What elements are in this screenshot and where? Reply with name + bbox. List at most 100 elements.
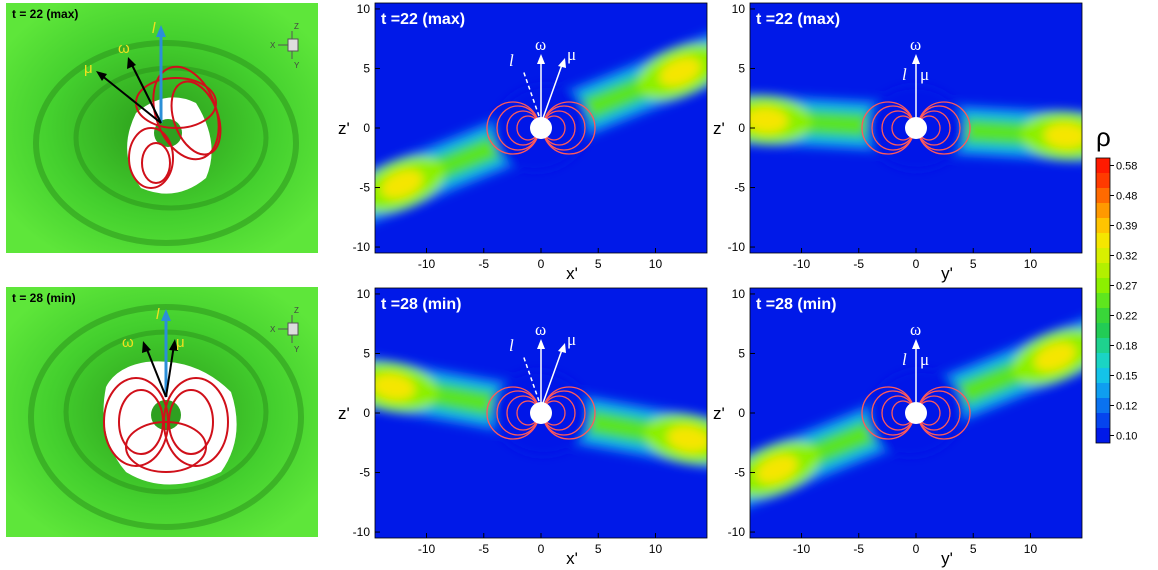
star [530,402,552,424]
y-tick-label: 5 [738,61,745,75]
axis-triad-icon: Z X Y [270,306,300,354]
density-panel-xz-t22: l ω μ t =22 (max) -10 -5 0 5 10 10 5 0 -5 -10 x' z' [338,2,708,283]
vectors: lωμ [509,35,576,119]
x-tick-label: 0 [913,257,920,271]
y-tick-label: 10 [357,287,371,301]
mu-vector-label: μ [176,334,185,351]
omega-arrowhead [912,339,920,349]
x-tick-label: -10 [793,257,811,271]
colorbar-segment [1096,368,1110,383]
omega-vector-label: ω [118,40,130,57]
colorbar-segment [1096,218,1110,233]
colorbar-tick-label: 0.32 [1116,251,1137,263]
colorbar-segment [1096,413,1110,428]
colorbar-tick-label: 0.48 [1116,191,1137,203]
vectors: lωμ [902,320,929,403]
mu-vector-label: μ [84,60,93,77]
x-tick-label: -10 [793,542,811,556]
x-tick-label: -10 [418,257,436,271]
panel-3d-bottom: l ω μ Z X Y t = 28 (min) [6,287,318,537]
density-panel-yz-t28: lωμ t =28 (min) -10 -5 0 5 10 10 5 0 -5 -10 y' z' [713,287,1083,568]
y-axis-label: z' [338,404,350,423]
density-panel-yz-t22: lωμ t =22 (max) -10 -5 0 5 10 10 5 0 -5 -10 y' z' [713,2,1083,283]
colorbar-segment [1096,203,1110,218]
star [530,117,552,139]
mu-vector [542,61,564,119]
colorbar-tick-label: 0.15 [1116,371,1137,383]
panel-3d-top: l ω μ Z X Y t = 22 (max) [6,3,318,253]
vectors: lωμ [509,320,576,404]
mu-vector-label: μ [920,350,929,369]
colorbar-tick-label: 0.22 [1116,311,1137,323]
axis-y-letter: Y [294,61,300,70]
colorbar-segment [1096,173,1110,188]
star [905,402,927,424]
l-vector-label: l [902,65,907,84]
y-axis-label: z' [338,119,350,138]
l-vector-label: l [156,306,160,323]
colorbar-tick-label: 0.39 [1116,221,1137,233]
y-tick-label: 0 [363,121,370,135]
x-tick-label: 0 [538,542,545,556]
y-tick-label: 0 [738,406,745,420]
y-tick-label: 10 [732,2,746,16]
y-tick-label: 0 [738,121,745,135]
x-tick-label: -5 [478,542,489,556]
panel-title: t =22 (max) [381,11,465,28]
l-vector-label: l [902,350,907,369]
panel-title: t =28 (min) [381,296,461,313]
axis-x-letter: X [270,325,276,334]
mu-vector-label: μ [920,65,929,84]
x-tick-label: 10 [649,542,663,556]
y-tick-label: -5 [359,181,370,195]
x-tick-label: -5 [478,257,489,271]
x-tick-label: 0 [913,542,920,556]
colorbar-segment [1096,263,1110,278]
panel-3d-title: t = 28 (min) [12,291,76,305]
colorbar-tick-label: 0.27 [1116,281,1137,293]
y-tick-label: -10 [728,240,746,254]
omega-vector-label: ω [122,334,134,351]
colorbar-segment [1096,398,1110,413]
omega-vector-label: ω [535,35,546,54]
colorbar-segment [1096,428,1110,443]
colorbar-frame [1095,157,1111,444]
y-tick-label: 5 [363,346,370,360]
colorbar-tick-label: 0.12 [1116,401,1137,413]
colorbar-tick-label: 0.58 [1116,161,1137,173]
mu-vector-label: μ [567,45,576,64]
x-tick-label: 10 [1024,542,1038,556]
axis-triad-icon: Z X Y [270,22,300,70]
colorbar: ρ 0.58 0.48 0.39 0.32 0.27 0.22 0.18 0.15 0.12 0.… [1095,122,1137,444]
axis-z-letter: Z [294,306,299,315]
x-axis-label: x' [566,549,578,568]
colorbar-segment [1096,248,1110,263]
colorbar-tick-label: 0.10 [1116,431,1137,443]
x-tick-label: -5 [853,257,864,271]
mu-arrowhead [558,343,566,353]
mu-vector-label: μ [567,330,576,349]
colorbar-label: ρ [1096,122,1111,152]
colorbar-segment [1096,233,1110,248]
axis-x-letter: X [270,41,276,50]
x-axis-label: x' [566,264,578,283]
star [905,117,927,139]
axis-z-letter: Z [294,22,299,31]
x-tick-label: 5 [970,257,977,271]
vectors: lωμ [902,35,929,118]
axis-y-letter: Y [294,345,300,354]
x-tick-label: 5 [595,257,602,271]
y-tick-label: -10 [728,525,746,539]
panel-3d-title: t = 22 (max) [12,7,79,21]
y-tick-label: -5 [734,466,745,480]
x-axis-label: y' [941,264,953,283]
colorbar-segment [1096,353,1110,368]
mu-vector [542,346,564,404]
omega-arrowhead [537,54,545,64]
omega-vector-label: ω [910,35,921,54]
omega-vector-label: ω [910,320,921,339]
colorbar-segment [1096,188,1110,203]
y-tick-label: -10 [353,240,371,254]
density-panel-xz-t28: l ω μ t =28 (min) -10 -5 0 5 10 10 5 0 -5 -10 x' z' [338,287,708,568]
colorbar-segment [1096,383,1110,398]
